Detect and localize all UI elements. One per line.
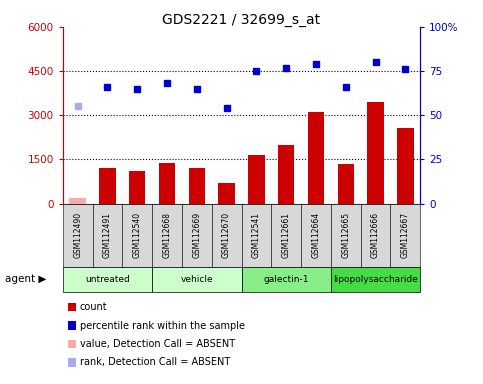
Bar: [397, 128, 413, 204]
Bar: [70, 198, 86, 204]
Text: GSM112666: GSM112666: [371, 212, 380, 258]
Text: GDS2221 / 32699_s_at: GDS2221 / 32699_s_at: [162, 13, 321, 27]
Bar: [129, 171, 145, 204]
Text: GSM112668: GSM112668: [163, 212, 171, 258]
Text: galectin-1: galectin-1: [263, 275, 309, 284]
Text: GSM112667: GSM112667: [401, 212, 410, 258]
Text: rank, Detection Call = ABSENT: rank, Detection Call = ABSENT: [80, 358, 230, 367]
Text: percentile rank within the sample: percentile rank within the sample: [80, 321, 245, 331]
Text: GSM112661: GSM112661: [282, 212, 291, 258]
Text: lipopolysaccharide: lipopolysaccharide: [333, 275, 418, 284]
Text: GSM112541: GSM112541: [252, 212, 261, 258]
Text: count: count: [80, 302, 107, 312]
Bar: [368, 102, 384, 204]
Bar: [308, 112, 324, 204]
Text: GSM112491: GSM112491: [103, 212, 112, 258]
Bar: [99, 168, 115, 204]
Text: untreated: untreated: [85, 275, 130, 284]
Text: GSM112490: GSM112490: [73, 212, 82, 258]
Text: agent ▶: agent ▶: [5, 274, 46, 285]
Text: value, Detection Call = ABSENT: value, Detection Call = ABSENT: [80, 339, 235, 349]
Text: GSM112540: GSM112540: [133, 212, 142, 258]
Bar: [278, 145, 294, 204]
Text: vehicle: vehicle: [181, 275, 213, 284]
Text: GSM112664: GSM112664: [312, 212, 320, 258]
Bar: [338, 164, 354, 204]
Text: GSM112670: GSM112670: [222, 212, 231, 258]
Text: GSM112665: GSM112665: [341, 212, 350, 258]
Bar: [248, 155, 265, 204]
Bar: [189, 168, 205, 204]
Bar: [159, 163, 175, 204]
Text: GSM112669: GSM112669: [192, 212, 201, 258]
Bar: [218, 183, 235, 204]
